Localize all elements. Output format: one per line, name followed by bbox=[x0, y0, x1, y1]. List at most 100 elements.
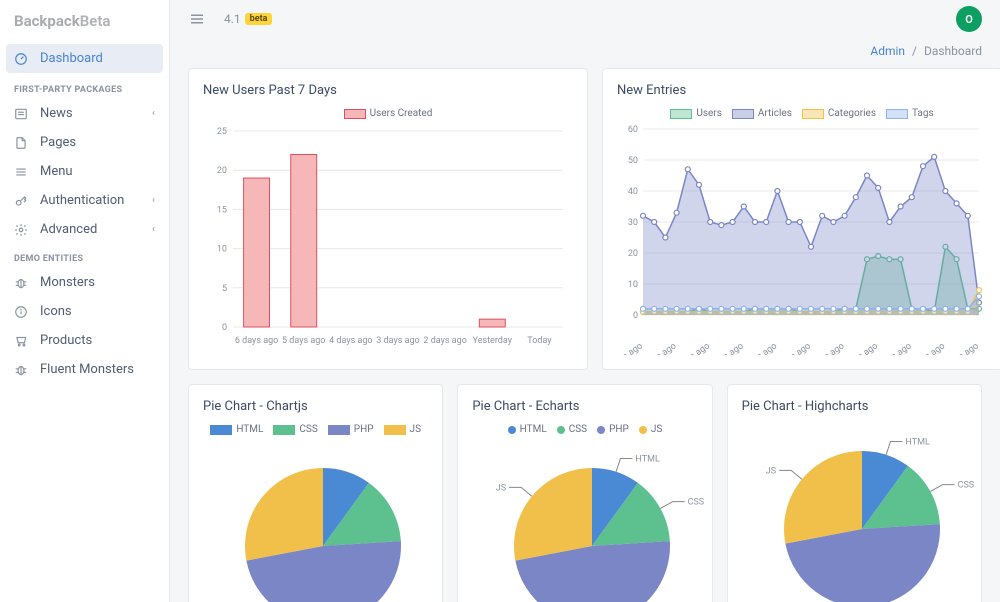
legend-dot bbox=[557, 426, 565, 434]
card-title: Pie Chart - Chartjs bbox=[203, 399, 428, 414]
svg-text:HTML: HTML bbox=[905, 438, 930, 448]
menu-icon bbox=[14, 165, 32, 179]
svg-text:HTML: HTML bbox=[636, 455, 661, 465]
brand-suffix: Beta bbox=[80, 12, 111, 30]
speedometer-icon bbox=[14, 52, 32, 66]
legend-item: JS bbox=[384, 424, 421, 435]
legend-label: Tags bbox=[912, 108, 934, 119]
svg-text:15: 15 bbox=[217, 206, 227, 216]
svg-text:0: 0 bbox=[633, 311, 638, 321]
sidebar-item-label: News bbox=[40, 106, 73, 121]
topbar: 4.1 beta O bbox=[170, 0, 1000, 38]
sidebar-header-demo: DEMO ENTITIES bbox=[0, 244, 169, 268]
sidebar-item-monsters[interactable]: Monsters bbox=[0, 268, 169, 297]
pie-chart: HTMLCSSPHPJS bbox=[472, 441, 712, 602]
page-icon bbox=[14, 136, 32, 150]
card-pie-1: Pie Chart - EchartsHTMLCSSPHPJSHTMLCSSPH… bbox=[457, 384, 712, 602]
legend-item: Users bbox=[670, 108, 722, 119]
svg-text:5: 5 bbox=[222, 284, 227, 294]
legend-item: Tags bbox=[886, 108, 934, 119]
bug-icon bbox=[14, 363, 32, 377]
legend-dot bbox=[639, 426, 647, 434]
breadcrumb-sep: / bbox=[912, 44, 917, 58]
card-new-entries: New Entries UsersArticlesCategoriesTags … bbox=[602, 68, 1000, 370]
pie-legend: HTML CSS PHP JS bbox=[472, 424, 697, 435]
sidebar-item-authentication[interactable]: Authentication‹ bbox=[0, 186, 169, 215]
sidebar-header-packages: FIRST-PARTY PACKAGES bbox=[0, 75, 169, 99]
svg-text:60: 60 bbox=[628, 125, 638, 135]
cart-icon bbox=[14, 334, 32, 348]
sidebar-item-label: Products bbox=[40, 333, 92, 348]
brand-name: Backpack bbox=[14, 12, 80, 30]
card-title: New Entries bbox=[617, 83, 987, 98]
sidebar-item-pages[interactable]: Pages bbox=[0, 128, 169, 157]
sidebar-item-label: Menu bbox=[40, 164, 73, 179]
legend-item: HTML bbox=[508, 424, 547, 435]
legend-swatch bbox=[344, 109, 366, 119]
sidebar-item-label: Dashboard bbox=[40, 51, 103, 66]
sidebar-item-advanced[interactable]: Advanced‹ bbox=[0, 215, 169, 244]
version-badge: beta bbox=[245, 13, 273, 25]
bar-legend: Users Created bbox=[203, 108, 573, 119]
svg-text:10: 10 bbox=[217, 245, 227, 255]
sidebar-item-label: Fluent Monsters bbox=[40, 362, 134, 377]
svg-text:5 days ago: 5 days ago bbox=[282, 336, 325, 346]
main-area: 4.1 beta O Admin / Dashboard New Users P… bbox=[170, 0, 1000, 602]
legend-label: CSS bbox=[299, 424, 317, 435]
svg-text:30: 30 bbox=[628, 218, 638, 228]
legend-item: PHP bbox=[328, 424, 374, 435]
chevron-left-icon: ‹ bbox=[152, 108, 155, 119]
content: New Users Past 7 Days Users Created 0510… bbox=[170, 68, 1000, 602]
legend-swatch bbox=[886, 109, 908, 119]
legend-label: Articles bbox=[758, 108, 792, 119]
card-pie-2: Pie Chart - HighchartsHTMLCSSPHPJS bbox=[727, 384, 982, 602]
bar-chart: 05101520256 days ago5 days ago4 days ago… bbox=[203, 125, 573, 355]
sidebar-item-news[interactable]: News ‹ bbox=[0, 99, 169, 128]
legend-label: Users Created bbox=[370, 108, 433, 119]
sidebar-item-products[interactable]: Products bbox=[0, 326, 169, 355]
svg-text:CSS: CSS bbox=[957, 481, 974, 491]
svg-text:CSS: CSS bbox=[688, 498, 705, 508]
line-chart: 010203040506030 days ago27 days ago24 da… bbox=[617, 125, 987, 355]
cogs-icon bbox=[14, 223, 32, 237]
sidebar-item-label: Monsters bbox=[40, 275, 95, 290]
legend-swatch bbox=[384, 425, 406, 435]
info-icon bbox=[14, 305, 32, 319]
legend-swatch bbox=[328, 425, 350, 435]
sidebar-item-menu[interactable]: Menu bbox=[0, 157, 169, 186]
sidebar-item-label: Icons bbox=[40, 304, 72, 319]
legend-item: PHP bbox=[597, 424, 629, 435]
legend-swatch bbox=[273, 425, 295, 435]
news-icon bbox=[14, 107, 32, 121]
bug-icon bbox=[14, 276, 32, 290]
line-legend: Users Articles Categories Tags bbox=[617, 108, 987, 119]
svg-text:25: 25 bbox=[217, 127, 227, 137]
svg-text:JS: JS bbox=[765, 467, 775, 477]
svg-text:50: 50 bbox=[628, 156, 638, 166]
sidebar: BackpackBeta Dashboard FIRST-PARTY PACKA… bbox=[0, 0, 170, 602]
avatar[interactable]: O bbox=[956, 6, 982, 32]
legend-label: CSS bbox=[569, 424, 587, 435]
sidebar-item-fluent-monsters[interactable]: Fluent Monsters bbox=[0, 355, 169, 384]
svg-text:Today: Today bbox=[527, 336, 552, 346]
pie-legend: HTML CSS PHP JS bbox=[203, 424, 428, 435]
breadcrumb-link[interactable]: Admin bbox=[870, 44, 905, 58]
legend-label: HTML bbox=[236, 424, 263, 435]
legend-label: Categories bbox=[828, 108, 876, 119]
brand-logo: BackpackBeta bbox=[0, 0, 169, 42]
menu-toggle-icon[interactable] bbox=[188, 10, 206, 28]
legend-label: JS bbox=[651, 424, 662, 435]
sidebar-item-dashboard[interactable]: Dashboard bbox=[6, 44, 163, 73]
svg-text:30 days ago: 30 days ago bbox=[617, 342, 645, 356]
sidebar-item-icons[interactable]: Icons bbox=[0, 297, 169, 326]
svg-text:20: 20 bbox=[628, 249, 638, 259]
breadcrumb-current: Dashboard bbox=[924, 44, 982, 58]
legend-item: CSS bbox=[273, 424, 317, 435]
legend-item: JS bbox=[639, 424, 662, 435]
svg-text:0: 0 bbox=[222, 323, 227, 333]
legend-swatch bbox=[210, 425, 232, 435]
card-new-users: New Users Past 7 Days Users Created 0510… bbox=[188, 68, 588, 370]
pie-chart: HTMLCSSPHPJS bbox=[742, 424, 982, 602]
card-title: Pie Chart - Echarts bbox=[472, 399, 697, 414]
svg-text:6 days ago: 6 days ago bbox=[235, 336, 278, 346]
